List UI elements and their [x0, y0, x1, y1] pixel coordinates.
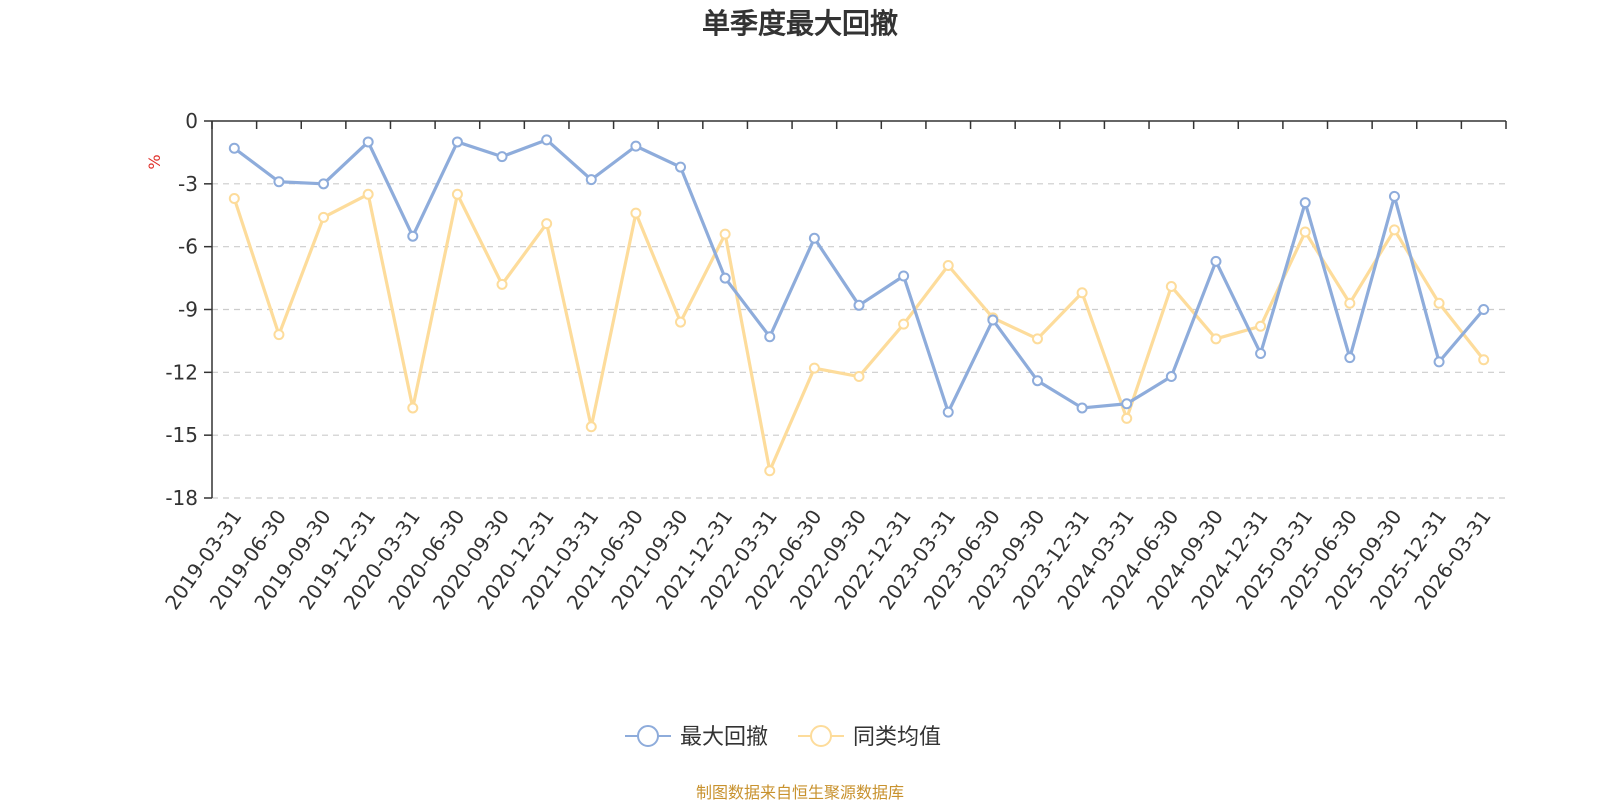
y-tick-label: -3	[178, 172, 198, 196]
y-tick-label: -6	[178, 235, 198, 259]
data-point	[1478, 354, 1490, 366]
legend-label: 最大回撤	[680, 725, 768, 750]
data-point	[987, 314, 999, 326]
data-point	[808, 362, 820, 374]
legend-item: 同类均值	[798, 725, 941, 750]
data-point	[675, 316, 687, 328]
data-point	[675, 161, 687, 173]
data-point	[1076, 402, 1088, 414]
data-point	[1255, 320, 1267, 332]
legend: 最大回撤 同类均值	[625, 725, 941, 750]
data-point	[942, 406, 954, 418]
data-point	[1210, 255, 1222, 267]
data-point	[585, 174, 597, 186]
data-point	[362, 188, 374, 200]
series-lines	[228, 134, 1490, 477]
data-point	[451, 188, 463, 200]
y-tick-label: -12	[165, 360, 198, 384]
data-point	[496, 278, 508, 290]
data-point	[318, 211, 330, 223]
data-point	[1299, 226, 1311, 238]
data-point	[1165, 371, 1177, 383]
data-point	[451, 136, 463, 148]
data-point	[853, 371, 865, 383]
y-tick-label: 0	[185, 109, 198, 133]
data-point	[719, 228, 731, 240]
series-peer-average	[228, 188, 1490, 477]
data-point	[273, 329, 285, 341]
data-point	[1433, 297, 1445, 309]
data-point	[1344, 297, 1356, 309]
grid-lines	[212, 183, 1506, 499]
data-point	[898, 270, 910, 282]
data-point	[808, 232, 820, 244]
data-point	[541, 218, 553, 230]
series-max-drawdown	[228, 134, 1490, 418]
data-point	[496, 151, 508, 163]
data-point	[585, 421, 597, 433]
data-point	[764, 331, 776, 343]
data-point	[630, 207, 642, 219]
legend-item: 最大回撤	[625, 725, 768, 750]
legend-marker	[637, 725, 659, 747]
data-point	[1388, 224, 1400, 236]
axes: 0-3-6-9-12-15-18%2019-03-312019-06-30201…	[145, 109, 1507, 614]
data-point	[273, 176, 285, 188]
chart-title: 单季度最大回撤	[701, 7, 898, 40]
data-point	[1210, 333, 1222, 345]
data-point	[853, 299, 865, 311]
data-point	[362, 136, 374, 148]
data-point	[1121, 412, 1133, 424]
data-point	[1388, 190, 1400, 202]
y-tick-label: -18	[165, 486, 198, 510]
data-point	[630, 140, 642, 152]
data-point	[407, 230, 419, 242]
source-note: 制图数据来自恒生聚源数据库	[695, 783, 904, 802]
data-point	[1121, 398, 1133, 410]
data-point	[942, 260, 954, 272]
y-axis-label: %	[145, 154, 164, 169]
data-point	[1031, 333, 1043, 345]
legend-label: 同类均值	[853, 725, 941, 750]
data-point	[407, 402, 419, 414]
data-point	[719, 272, 731, 284]
data-point	[898, 318, 910, 330]
data-point	[1433, 356, 1445, 368]
legend-marker	[810, 725, 832, 747]
data-point	[1255, 347, 1267, 359]
data-point	[541, 134, 553, 146]
data-point	[318, 178, 330, 190]
data-point	[1031, 375, 1043, 387]
data-point	[1076, 287, 1088, 299]
y-tick-label: -15	[165, 423, 198, 447]
data-point	[228, 142, 240, 154]
data-point	[764, 465, 776, 477]
data-point	[1344, 352, 1356, 364]
y-tick-label: -9	[178, 298, 198, 322]
data-point	[1165, 280, 1177, 292]
data-point	[1299, 197, 1311, 209]
data-point	[1478, 304, 1490, 315]
line-chart: 0-3-6-9-12-15-18%2019-03-312019-06-30201…	[145, 109, 1507, 750]
data-point	[228, 192, 240, 204]
